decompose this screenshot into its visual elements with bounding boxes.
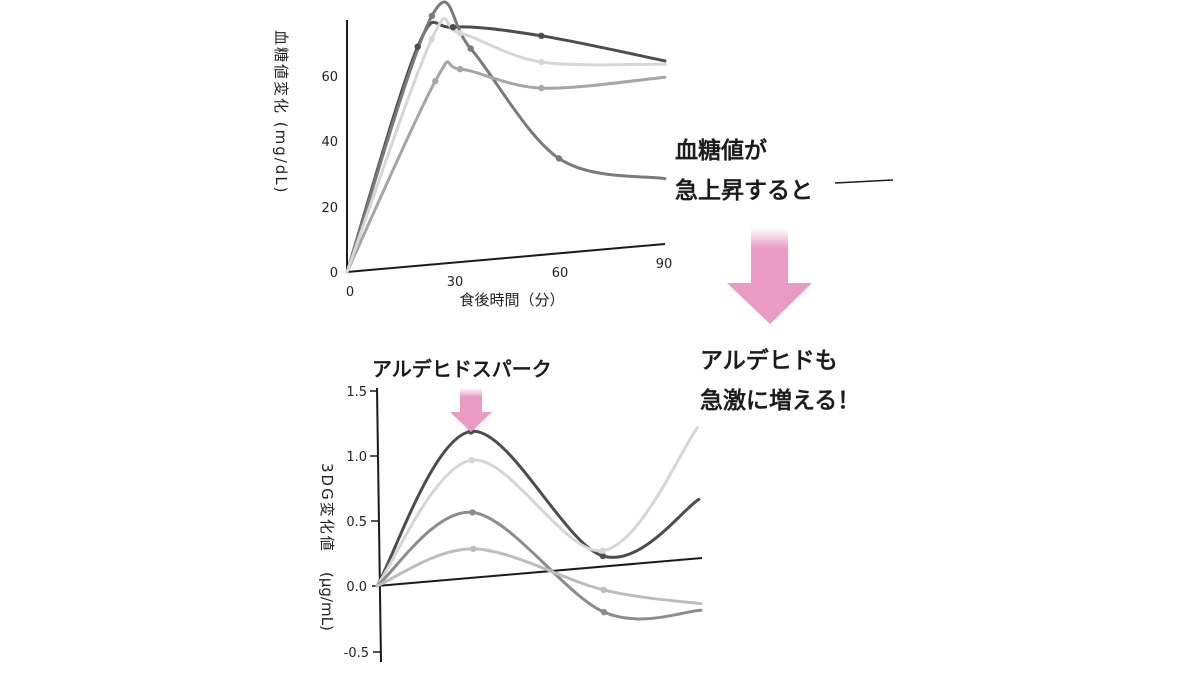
top-series-4-point [428,35,435,43]
top-series-2-point [467,45,474,52]
top-x-tick-60: 60 [552,266,569,281]
down-arrow-large-icon [727,228,812,324]
bottom-x-axis [376,557,703,587]
bottom-series-3-point [600,608,608,616]
bottom-series-2-point [468,457,475,464]
bottom-y-tick-0.0: 0.0 [346,580,367,595]
top-series-1-point [414,43,421,50]
top-series-4-line [345,17,667,274]
bottom-series-4-point [470,545,477,553]
callout-glucose-line1: 血糖値が [675,137,767,164]
blood-glucose-chart: 0 20 40 60 0 30 60 90 食後時間（分） 血糖値変化 (mg/… [272,0,673,309]
top-x-axis [346,243,666,273]
bottom-series-4-point [600,586,607,594]
top-series-2-point [428,12,435,20]
top-series-group [345,0,667,274]
bottom-y-tick-neg0.5: -0.5 [344,646,369,661]
bottom-series-1-line [375,429,701,588]
aldehyde-spark-label: アルデヒドスパーク [372,357,552,381]
bottom-series-2-point [599,547,606,554]
top-series-3-point [456,65,464,73]
top-x-tick-30: 30 [447,275,464,290]
3dg-chart: 1.5 1.0 0.5 0.0 -0.5 3DG変化値 (μg/mL) [318,385,703,663]
top-series-1-line [345,20,667,274]
top-y-tick-0: 0 [330,266,338,281]
top-y-tick-40: 40 [321,135,338,150]
top-series-3-point [432,77,439,85]
bottom-y-axis-label: 3DG変化値 [318,463,336,553]
bottom-y-tick-0.5: 0.5 [346,515,367,530]
bottom-y-axis [376,387,382,663]
top-series-4-point [456,29,464,37]
top-series-1-point [538,32,545,39]
callout-dash [834,179,894,184]
top-x-axis-label: 食後時間（分） [459,291,564,309]
callout-aldehyde-line2: 急激に増える！ [700,387,860,414]
bottom-series-4-line [375,547,703,606]
top-series-2-line [345,0,667,274]
top-series-3-line [345,60,667,274]
down-arrow-small-icon [450,388,492,432]
top-y-tick-20: 20 [321,201,338,216]
top-x-tick-0: 0 [346,285,354,300]
bottom-series-2-line [375,426,699,588]
top-y-tick-60: 60 [321,70,338,85]
bottom-series-group [375,426,703,621]
bottom-y-tick-1.5: 1.5 [346,385,367,400]
bottom-series-1-point [599,552,607,560]
top-x-tick-90: 90 [656,257,673,272]
top-series-4-point [538,58,545,66]
bottom-series-3-point [469,509,476,516]
top-series-2-point [555,155,563,162]
callout-glucose-line2: 急上昇すると [675,177,813,204]
bottom-y-tick-1.0: 1.0 [346,450,367,465]
callout-aldehyde-line1: アルデヒドも [700,347,838,374]
bottom-y-axis-unit: (μg/mL) [318,572,336,631]
top-series-1-point [449,24,457,31]
top-series-3-point [538,84,545,92]
bottom-series-3-line [375,510,703,621]
top-y-axis-label: 血糖値変化 (mg/dL) [272,30,290,195]
